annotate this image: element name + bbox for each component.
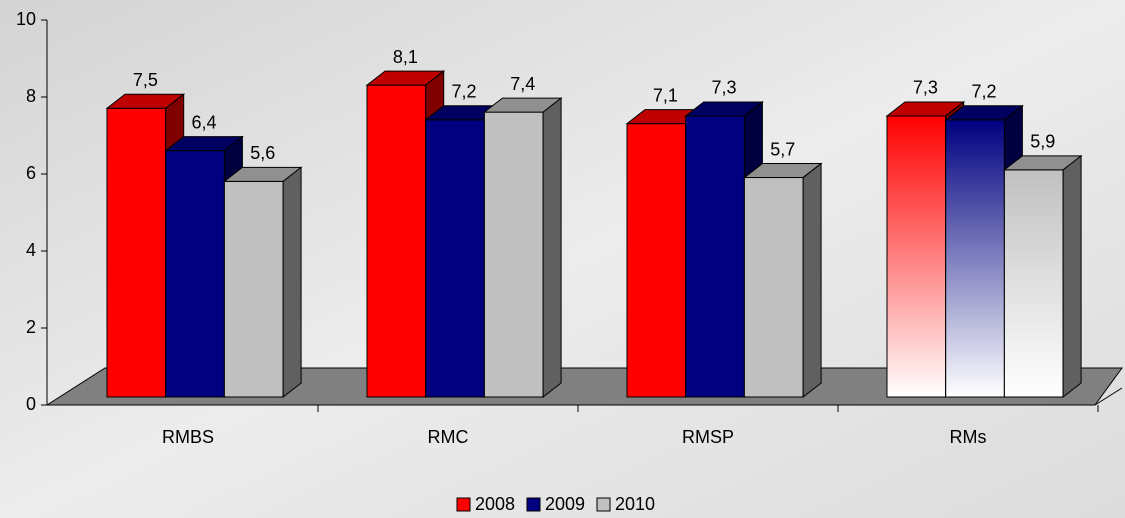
bar-front xyxy=(685,115,745,398)
value-label: 7,5 xyxy=(133,70,158,90)
value-label: 7,3 xyxy=(913,78,938,98)
value-label: 7,2 xyxy=(972,82,997,102)
bar-front xyxy=(223,180,284,398)
x-tick-label: RMs xyxy=(950,427,987,447)
bar-front xyxy=(425,119,485,398)
bar-side xyxy=(1062,154,1082,399)
legend-label: 2009 xyxy=(545,494,585,514)
y-tick-label: 2 xyxy=(26,317,36,337)
value-label: 7,1 xyxy=(653,85,678,105)
bar-front xyxy=(945,119,1005,398)
bar-front xyxy=(743,177,804,398)
value-label: 5,6 xyxy=(250,143,275,163)
value-label: 6,4 xyxy=(192,112,217,132)
legend-label: 2010 xyxy=(615,494,655,514)
y-tick-label: 6 xyxy=(26,163,36,183)
bar-side xyxy=(802,162,822,399)
value-label: 5,7 xyxy=(770,139,795,159)
y-tick-label: 10 xyxy=(16,9,36,29)
bar-front xyxy=(483,111,544,398)
value-label: 7,3 xyxy=(712,78,737,98)
y-tick-label: 4 xyxy=(26,240,36,260)
bar-front xyxy=(165,150,225,398)
value-label: 8,1 xyxy=(393,47,418,67)
x-axis-end xyxy=(1094,387,1123,406)
legend-label: 2008 xyxy=(475,494,515,514)
legend-swatch xyxy=(456,497,471,512)
y-tick-label: 8 xyxy=(26,86,36,106)
x-tick-label: RMSP xyxy=(682,427,734,447)
bar-front xyxy=(106,107,167,398)
bar-front xyxy=(886,115,947,398)
legend-swatch xyxy=(596,497,611,512)
legend-swatch xyxy=(526,497,541,512)
y-tick-label: 0 xyxy=(26,394,36,414)
bar-front xyxy=(366,84,427,398)
bar-front xyxy=(626,123,687,398)
value-label: 7,2 xyxy=(452,82,477,102)
bar-front xyxy=(1003,169,1064,398)
x-tick-label: RMC xyxy=(428,427,469,447)
value-label: 5,9 xyxy=(1030,132,1055,152)
bar-side xyxy=(282,166,302,399)
value-label: 7,4 xyxy=(510,74,535,94)
x-tick-label: RMBS xyxy=(162,427,214,447)
bar-side xyxy=(542,97,562,399)
